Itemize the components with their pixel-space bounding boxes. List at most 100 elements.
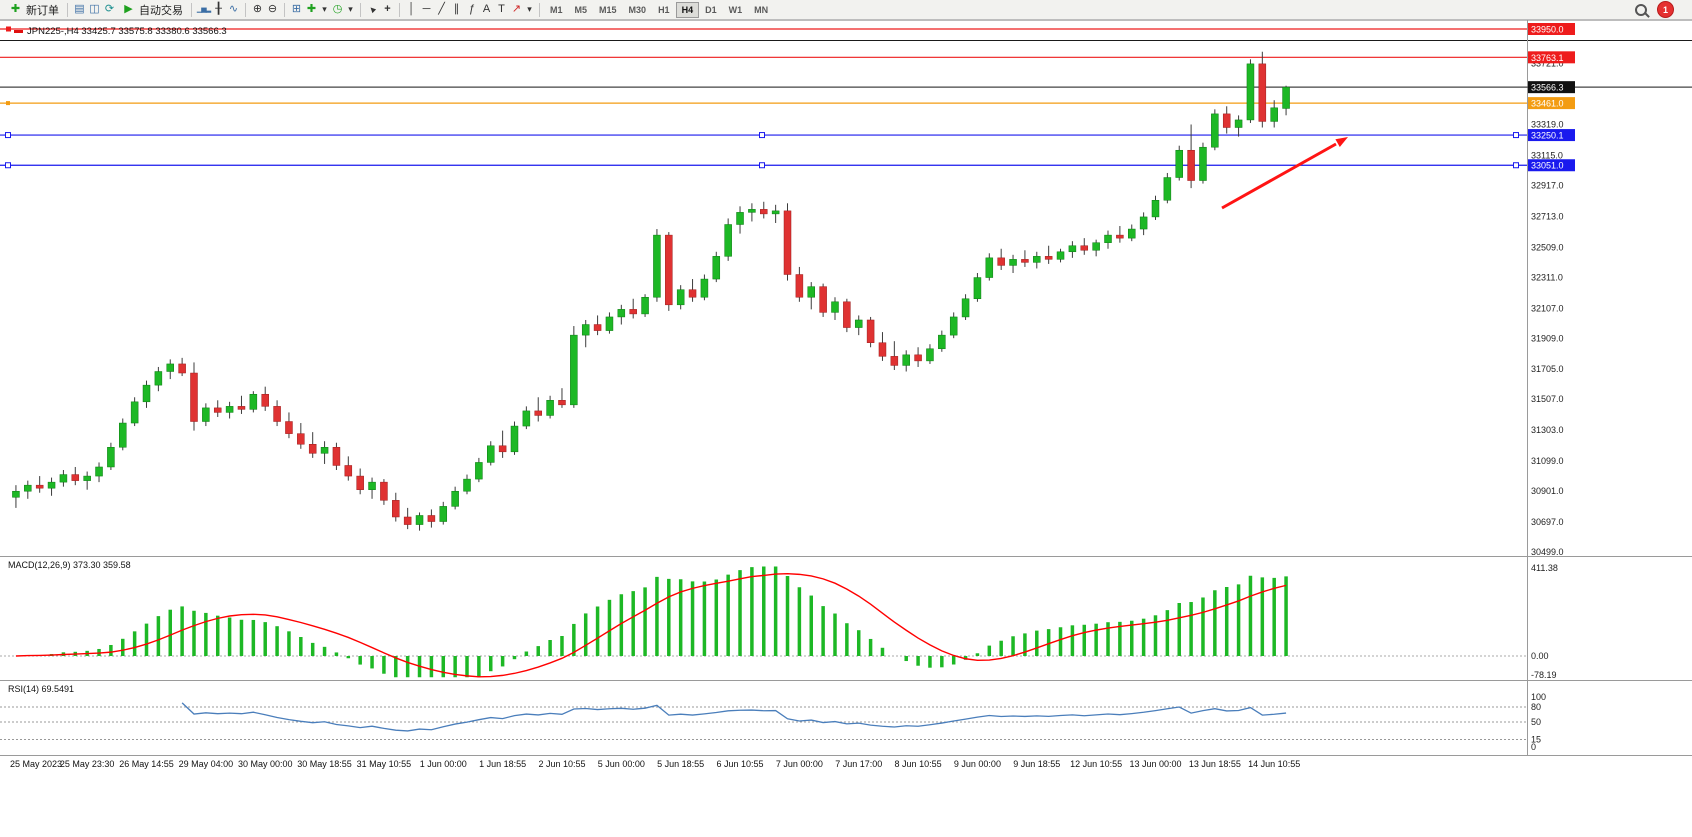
zoom-in-icon[interactable]: ⊕ <box>252 3 263 15</box>
svg-text:33566.3: 33566.3 <box>1531 83 1564 93</box>
svg-text:33115.0: 33115.0 <box>1531 151 1563 161</box>
price-line-support-33051[interactable] <box>0 162 1527 169</box>
svg-text:13 Jun 00:00: 13 Jun 00:00 <box>1129 759 1181 769</box>
indicators-icon[interactable]: ✚ <box>306 3 317 15</box>
toolbar-separator <box>67 2 68 17</box>
svg-text:33950.0: 33950.0 <box>1531 25 1564 35</box>
svg-text:29 May 04:00: 29 May 04:00 <box>179 759 234 769</box>
svg-text:9 Jun 00:00: 9 Jun 00:00 <box>954 759 1001 769</box>
text-icon[interactable]: A <box>482 3 491 15</box>
svg-text:31303.0: 31303.0 <box>1531 425 1564 435</box>
macd-indicator-label: MACD(12,26,9) 373.30 359.58 <box>8 560 131 570</box>
indicators-dropdown-icon[interactable]: ▾ <box>322 4 327 14</box>
svg-text:-78.19: -78.19 <box>1531 670 1557 680</box>
line-handle[interactable] <box>759 132 765 139</box>
timeframe-w1-button[interactable]: W1 <box>728 4 743 15</box>
fibonacci-icon[interactable]: ƒ <box>468 3 475 15</box>
svg-text:1 Jun 00:00: 1 Jun 00:00 <box>420 759 467 769</box>
svg-text:0.00: 0.00 <box>1531 651 1549 661</box>
label-icon[interactable]: T <box>498 3 505 15</box>
svg-text:12 Jun 10:55: 12 Jun 10:55 <box>1070 759 1122 769</box>
profile-icon[interactable]: ▤ <box>74 3 85 15</box>
search-icon[interactable] <box>1635 3 1647 16</box>
notification-badge[interactable]: 1 <box>1657 1 1674 18</box>
line-handle[interactable] <box>6 101 10 106</box>
svg-text:30697.0: 30697.0 <box>1531 517 1564 527</box>
clock-dropdown-icon[interactable]: ▾ <box>348 4 353 14</box>
line-handle[interactable] <box>759 162 765 169</box>
new-order-label: 新订单 <box>26 4 59 17</box>
line-handle[interactable] <box>5 162 11 169</box>
arrow-tool-dropdown-icon[interactable]: ▾ <box>527 4 532 14</box>
autotrade-button[interactable]: ▶ 自动交易 <box>117 1 187 19</box>
horizontal-line-icon[interactable]: ─ <box>422 3 431 15</box>
svg-text:15: 15 <box>1531 735 1541 745</box>
toolbar-separator <box>245 2 246 17</box>
timeframe-m30-button[interactable]: M30 <box>628 4 647 15</box>
symbol-marker-icon <box>14 29 23 33</box>
new-order-button[interactable]: ✚ 新订单 <box>4 1 63 19</box>
svg-text:7 Jun 17:00: 7 Jun 17:00 <box>835 759 882 769</box>
tile-windows-icon[interactable]: ⊞ <box>291 3 302 15</box>
svg-text:80: 80 <box>1531 702 1541 712</box>
svg-text:9 Jun 18:55: 9 Jun 18:55 <box>1013 759 1060 769</box>
timeframe-mn-button[interactable]: MN <box>754 4 769 15</box>
svg-text:30901.0: 30901.0 <box>1531 486 1564 496</box>
svg-text:6 Jun 10:55: 6 Jun 10:55 <box>717 759 764 769</box>
svg-text:32509.0: 32509.0 <box>1531 242 1564 252</box>
zoom-out-icon[interactable]: ⊖ <box>267 3 278 15</box>
price-line-support-33250[interactable] <box>0 132 1527 139</box>
svg-text:5 Jun 00:00: 5 Jun 00:00 <box>598 759 645 769</box>
clock-icon[interactable]: ◷ <box>332 3 343 15</box>
price-axis[interactable]: 33721.0 33319.0 33115.0 32917.0 32713.0 32509… <box>1528 23 1575 557</box>
line-handle[interactable] <box>1513 132 1519 139</box>
svg-text:50: 50 <box>1531 717 1541 727</box>
candlestick-series <box>12 51 1290 531</box>
svg-text:25 May 2023: 25 May 2023 <box>10 759 62 769</box>
svg-text:30 May 18:55: 30 May 18:55 <box>297 759 352 769</box>
vertical-line-icon[interactable]: │ <box>408 3 415 15</box>
timeframe-m15-button[interactable]: M15 <box>599 4 617 15</box>
svg-text:32917.0: 32917.0 <box>1531 181 1564 191</box>
svg-text:33250.1: 33250.1 <box>1531 131 1564 141</box>
svg-text:30499.0: 30499.0 <box>1531 547 1564 557</box>
line-handle[interactable] <box>1513 162 1519 169</box>
toolbar-separator <box>539 2 540 17</box>
timeframe-m5-button[interactable]: M5 <box>574 4 588 15</box>
channel-icon[interactable]: ∥ <box>453 3 460 15</box>
svg-text:32311.0: 32311.0 <box>1531 272 1563 282</box>
main-toolbar: ✚ 新订单 ▤ ◫ ⟳ ▶ 自动交易 ▁▅▂ ╂ ∿ ⊕ ⊖ ⊞ ✚ ▾ ◷ ▾… <box>0 0 1692 20</box>
timeframe-d1-button[interactable]: D1 <box>705 4 717 15</box>
line-handle[interactable] <box>5 132 11 139</box>
rsi-indicator-label: RSI(14) 69.5491 <box>8 684 75 694</box>
timeframe-h4-button[interactable]: H4 <box>675 1 700 18</box>
price-line-support-33461[interactable] <box>0 101 1527 106</box>
trend-arrow[interactable] <box>1221 137 1348 210</box>
price-badge <box>1528 159 1575 172</box>
svg-text:25 May 23:30: 25 May 23:30 <box>60 759 115 769</box>
line-chart-icon[interactable]: ∿ <box>228 3 239 15</box>
refresh-icon[interactable]: ⟳ <box>104 3 115 15</box>
crosshair-icon[interactable]: + <box>384 3 391 15</box>
bar-chart-icon[interactable]: ▁▅▂ <box>196 6 211 13</box>
timeframe-m1-button[interactable]: M1 <box>550 4 563 15</box>
timeframe-h1-button[interactable]: H1 <box>658 4 670 15</box>
price-badge <box>1528 129 1575 142</box>
macd-signal-line <box>15 573 1287 678</box>
svg-text:31705.0: 31705.0 <box>1531 364 1564 374</box>
data-window-icon[interactable]: ◫ <box>89 3 100 15</box>
svg-text:31 May 10:55: 31 May 10:55 <box>357 759 412 769</box>
svg-text:32107.0: 32107.0 <box>1531 303 1564 313</box>
svg-text:26 May 14:55: 26 May 14:55 <box>119 759 174 769</box>
line-handle[interactable] <box>6 26 11 32</box>
arrow-tool-icon[interactable]: ↗ <box>511 3 522 15</box>
chart-symbol-title: JPN225-,H4 33425.7 33575.8 33380.6 33566… <box>14 26 227 37</box>
price-badge <box>1528 23 1575 35</box>
price-line-resistance-33950[interactable] <box>0 26 1527 32</box>
macd-histogram <box>26 566 1288 678</box>
trendline-icon[interactable]: ╱ <box>438 3 445 15</box>
candlestick-icon[interactable]: ╂ <box>215 3 222 15</box>
